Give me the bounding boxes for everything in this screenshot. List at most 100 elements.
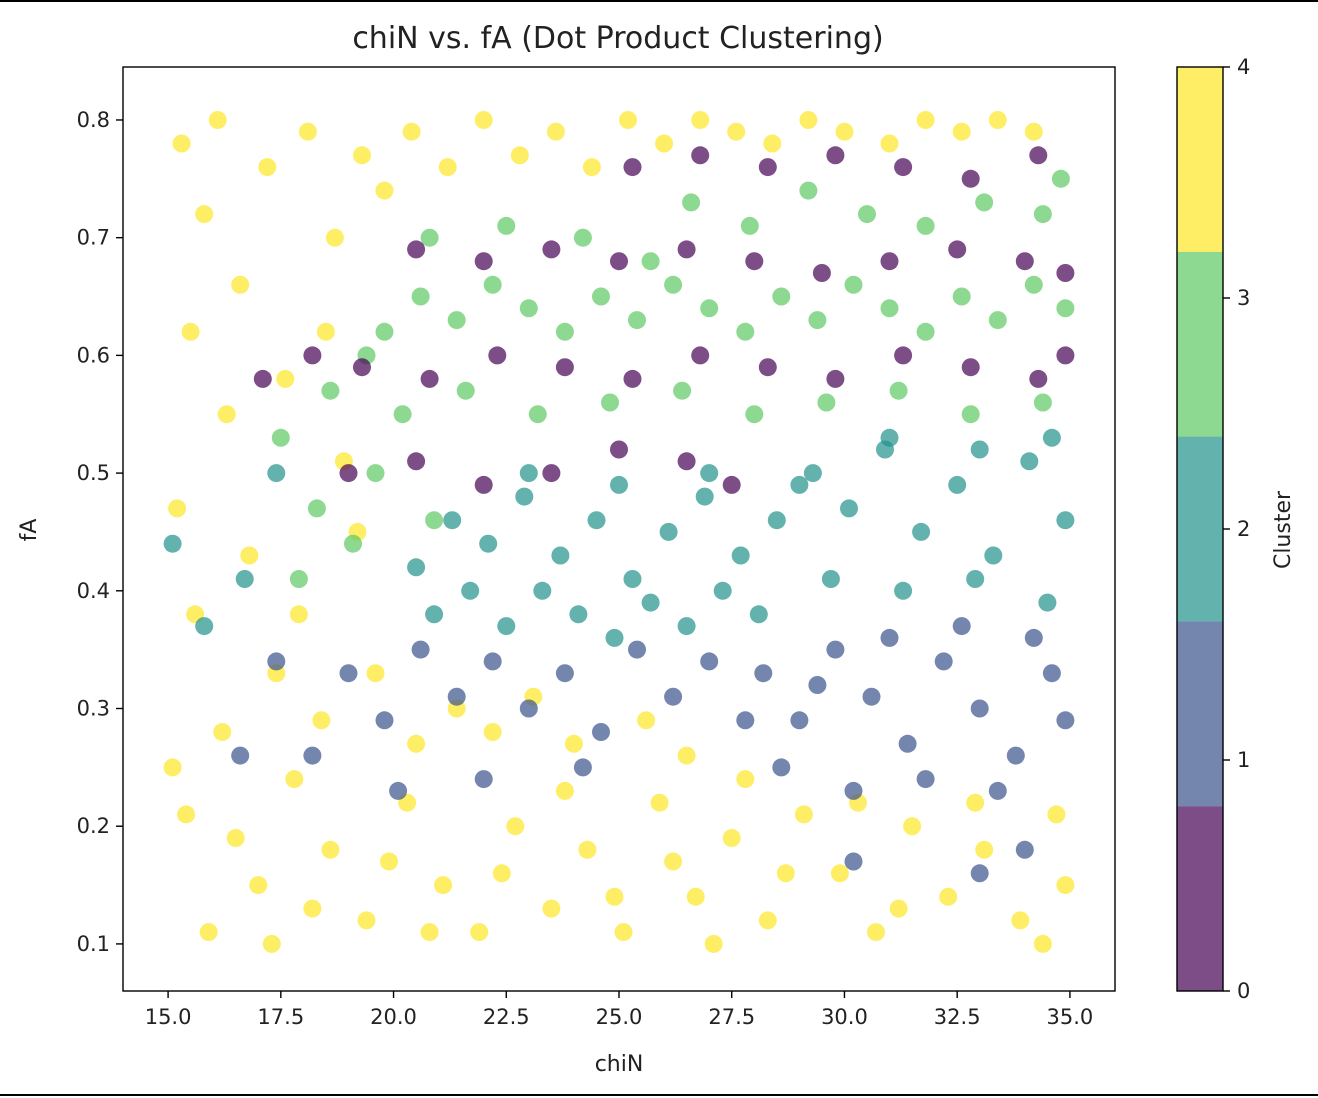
data-point-cluster-3 <box>682 193 701 212</box>
data-point-cluster-3 <box>799 181 818 200</box>
data-point-cluster-4 <box>168 499 187 518</box>
data-point-cluster-0 <box>253 369 272 388</box>
data-point-cluster-4 <box>316 322 335 341</box>
data-point-cluster-4 <box>434 876 453 895</box>
data-point-cluster-4 <box>353 146 371 165</box>
bottom-border <box>0 1094 1318 1096</box>
x-tick-label: 22.5 <box>483 1005 530 1029</box>
data-point-cluster-4 <box>619 111 637 129</box>
data-point-cluster-4 <box>438 158 457 177</box>
data-point-cluster-3 <box>1056 299 1075 318</box>
data-point-cluster-4 <box>420 923 439 942</box>
y-tick-label: 0.8 <box>77 108 110 132</box>
data-point-cluster-3 <box>411 287 430 306</box>
data-point-cluster-4 <box>226 829 245 847</box>
data-point-cluster-4 <box>285 770 304 789</box>
data-point-cluster-0 <box>1015 252 1034 271</box>
data-point-cluster-2 <box>443 511 462 530</box>
data-point-cluster-4 <box>686 887 705 906</box>
data-point-cluster-3 <box>736 322 755 341</box>
y-tick-label: 0.7 <box>77 226 110 250</box>
data-point-cluster-1 <box>844 852 863 871</box>
data-point-cluster-0 <box>420 369 439 388</box>
data-point-cluster-2 <box>821 570 840 588</box>
data-point-cluster-0 <box>339 464 358 483</box>
data-point-cluster-4 <box>321 840 340 859</box>
data-point-cluster-2 <box>641 593 660 612</box>
colorbar-segment <box>1177 67 1223 252</box>
data-point-cluster-4 <box>758 911 777 930</box>
data-point-cluster-4 <box>582 158 601 177</box>
data-point-cluster-1 <box>411 640 430 659</box>
x-tick-label: 17.5 <box>257 1005 304 1029</box>
data-point-cluster-1 <box>898 734 917 753</box>
data-point-cluster-4 <box>1033 934 1052 953</box>
y-tick-label: 0.1 <box>77 932 110 956</box>
colorbar-segment <box>1177 621 1223 807</box>
data-point-cluster-2 <box>267 464 286 483</box>
data-point-cluster-3 <box>916 322 935 341</box>
data-point-cluster-2 <box>948 475 967 494</box>
data-point-cluster-0 <box>474 252 493 271</box>
data-point-cluster-4 <box>213 723 232 741</box>
data-point-cluster-3 <box>628 311 646 330</box>
x-tick-label: 15.0 <box>145 1005 192 1029</box>
data-point-cluster-4 <box>172 134 191 153</box>
data-point-cluster-2 <box>407 558 426 577</box>
data-point-cluster-0 <box>407 240 426 259</box>
data-point-cluster-4 <box>249 876 268 895</box>
data-point-cluster-0 <box>894 158 913 177</box>
data-point-cluster-3 <box>641 252 660 271</box>
colorbar-tick-label: 1 <box>1237 748 1250 772</box>
data-point-cluster-0 <box>677 240 696 259</box>
data-point-cluster-4 <box>903 817 922 836</box>
data-point-cluster-4 <box>555 781 574 800</box>
data-point-cluster-2 <box>1042 428 1061 447</box>
data-point-cluster-1 <box>790 711 809 730</box>
data-point-cluster-0 <box>542 240 561 259</box>
data-point-cluster-2 <box>515 487 534 506</box>
data-point-cluster-0 <box>623 369 642 388</box>
data-point-cluster-4 <box>366 664 385 683</box>
y-tick-label: 0.6 <box>77 343 110 367</box>
data-point-cluster-4 <box>546 122 565 141</box>
data-point-cluster-4 <box>217 405 236 424</box>
data-point-cluster-4 <box>276 369 295 388</box>
data-point-cluster-0 <box>880 252 899 271</box>
data-point-cluster-2 <box>659 522 678 541</box>
data-point-cluster-3 <box>1024 275 1043 294</box>
data-point-cluster-3 <box>497 216 516 235</box>
data-point-cluster-4 <box>258 158 277 177</box>
colorbar-segment <box>1177 251 1223 437</box>
data-point-cluster-4 <box>655 134 674 153</box>
x-tick-label: 20.0 <box>370 1005 417 1029</box>
x-axis: 15.0 17.5 20.0 22.5 25.0 27.5 30.0 32.5 35.0 <box>145 991 1093 1029</box>
data-point-cluster-2 <box>610 475 628 494</box>
data-point-cluster-1 <box>1042 664 1061 683</box>
data-point-cluster-4 <box>916 111 935 129</box>
data-point-cluster-4 <box>776 864 795 883</box>
data-point-cluster-3 <box>664 275 683 294</box>
data-point-cluster-2 <box>1056 511 1075 530</box>
data-point-cluster-0 <box>961 169 980 188</box>
data-point-cluster-3 <box>975 193 994 212</box>
data-point-cluster-4 <box>867 923 885 942</box>
data-point-cluster-4 <box>208 111 227 129</box>
y-axis-label: fA <box>17 519 42 542</box>
data-point-cluster-4 <box>195 205 214 224</box>
data-point-cluster-1 <box>519 699 538 718</box>
data-point-cluster-3 <box>447 311 466 330</box>
data-point-cluster-0 <box>555 358 574 377</box>
data-point-cluster-2 <box>790 475 809 494</box>
data-point-cluster-4 <box>289 605 308 624</box>
data-point-cluster-3 <box>858 205 876 224</box>
data-point-cluster-4 <box>1056 876 1075 895</box>
data-point-cluster-3 <box>393 405 412 424</box>
data-point-cluster-2 <box>425 605 444 624</box>
data-point-cluster-4 <box>736 770 755 789</box>
data-point-cluster-0 <box>961 358 980 377</box>
data-point-cluster-1 <box>573 758 592 777</box>
data-point-cluster-4 <box>650 793 669 812</box>
data-point-cluster-4 <box>492 864 511 883</box>
colorbar-tick-label: 0 <box>1237 979 1250 1003</box>
